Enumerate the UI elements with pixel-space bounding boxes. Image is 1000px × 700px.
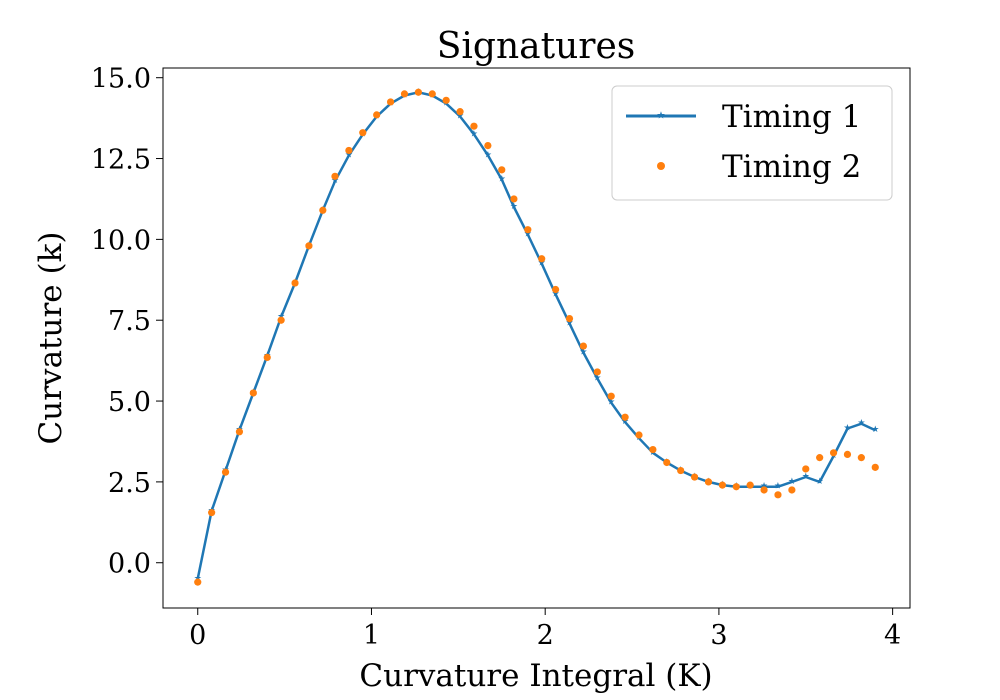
point-timing-2 [843,450,852,459]
point-timing-2 [305,242,313,250]
point-timing-2 [249,389,257,397]
point-timing-2 [621,413,629,421]
point-timing-2 [400,90,409,98]
legend-marker-timing-2 [657,162,665,170]
point-timing-2 [579,342,588,350]
y-tick-label: 7.5 [108,306,151,337]
y-tick-label: 12.5 [91,145,151,176]
point-timing-1: ★ [843,424,851,434]
point-timing-2 [291,279,299,287]
point-timing-2 [208,509,216,517]
point-timing-2 [538,255,546,263]
y-tick-label: 0.0 [108,549,151,580]
point-timing-2 [829,449,838,457]
point-timing-2 [677,466,685,475]
x-axis: 0 1 2 3 4 [189,608,901,651]
y-axis-label: Curvature (k) [33,232,69,445]
point-timing-1: ★ [871,425,879,435]
point-timing-2 [718,481,726,489]
point-timing-1: ★ [456,112,464,122]
x-tick-label: 4 [884,620,901,651]
point-timing-2 [593,368,601,376]
point-timing-2 [871,463,879,471]
point-timing-2 [857,454,865,462]
legend-label-timing-1: Timing 1 [722,99,861,135]
y-tick-label: 5.0 [108,387,151,418]
point-timing-2 [319,206,327,214]
point-timing-2 [607,392,615,400]
point-timing-1: ★ [484,150,492,160]
point-timing-1: ★ [816,477,824,487]
point-timing-2 [649,445,657,454]
x-tick-label: 3 [710,620,727,651]
point-timing-1: ★ [857,419,865,429]
point-timing-1: ★ [774,482,782,492]
legend-label-timing-2: Timing 2 [722,149,861,185]
x-tick-label: 0 [189,620,206,651]
point-timing-2 [802,465,810,473]
point-timing-2 [386,98,395,106]
point-timing-2 [414,88,422,96]
point-timing-2 [788,486,796,494]
point-timing-2 [373,111,381,119]
point-timing-2 [221,468,230,476]
point-timing-2 [552,285,560,294]
x-tick-label: 2 [537,620,554,651]
point-timing-2 [732,483,740,491]
point-timing-1: ★ [538,259,546,269]
point-timing-2 [428,90,436,98]
point-timing-1: ★ [510,202,518,212]
point-timing-2 [774,491,782,499]
point-timing-2 [263,353,271,362]
point-timing-2 [746,481,754,489]
point-timing-1: ★ [802,472,810,482]
point-timing-2 [194,578,202,586]
point-timing-1: ★ [552,289,560,299]
point-timing-1: ★ [331,176,339,186]
point-timing-2 [277,316,285,324]
legend-marker-timing-1: ★ [657,111,666,122]
point-timing-2 [235,428,244,436]
axes-frame [162,67,911,609]
y-tick-label: 10.0 [91,225,151,256]
point-timing-2 [510,195,518,203]
point-timing-2 [470,122,478,130]
x-tick-label: 1 [363,620,380,651]
legend: ★ Timing 1 Timing 2 [611,85,893,201]
y-tick-label: 15.0 [91,64,151,95]
point-timing-1: ★ [621,417,629,427]
point-timing-2 [704,478,713,486]
point-timing-2 [663,458,671,467]
chart-title: Signatures [437,26,636,67]
point-timing-2 [345,146,353,155]
point-timing-1: ★ [498,175,506,185]
point-timing-2 [359,129,367,137]
point-timing-1: ★ [524,230,532,240]
point-timing-2 [456,108,464,116]
y-axis: 0.0 2.5 5.0 7.5 10.0 12.5 15.0 [91,64,163,580]
y-tick-label: 2.5 [108,468,151,499]
point-timing-1: ★ [345,150,353,160]
point-timing-1: ★ [607,398,615,408]
x-axis-label: Curvature Integral (K) [359,658,712,694]
plot-area: ★★★★★★★★★★★★★★★★★★★★★★★★★★★★★★★★★★★★★★★★… [194,87,879,586]
point-timing-1: ★ [470,129,478,139]
point-timing-2 [524,226,532,234]
point-timing-2 [484,142,492,150]
point-timing-2 [690,473,699,481]
point-timing-1: ★ [579,348,587,358]
point-timing-2 [635,431,643,439]
point-timing-1: ★ [565,318,573,328]
point-timing-1: ★ [593,373,601,383]
point-timing-2 [760,486,768,494]
point-timing-2 [565,314,574,323]
point-timing-2 [331,172,339,180]
point-timing-1: ★ [788,477,796,487]
point-timing-2 [816,454,824,462]
point-timing-2 [442,96,450,104]
series-line-timing-1 [196,91,876,580]
point-timing-2 [498,166,506,174]
